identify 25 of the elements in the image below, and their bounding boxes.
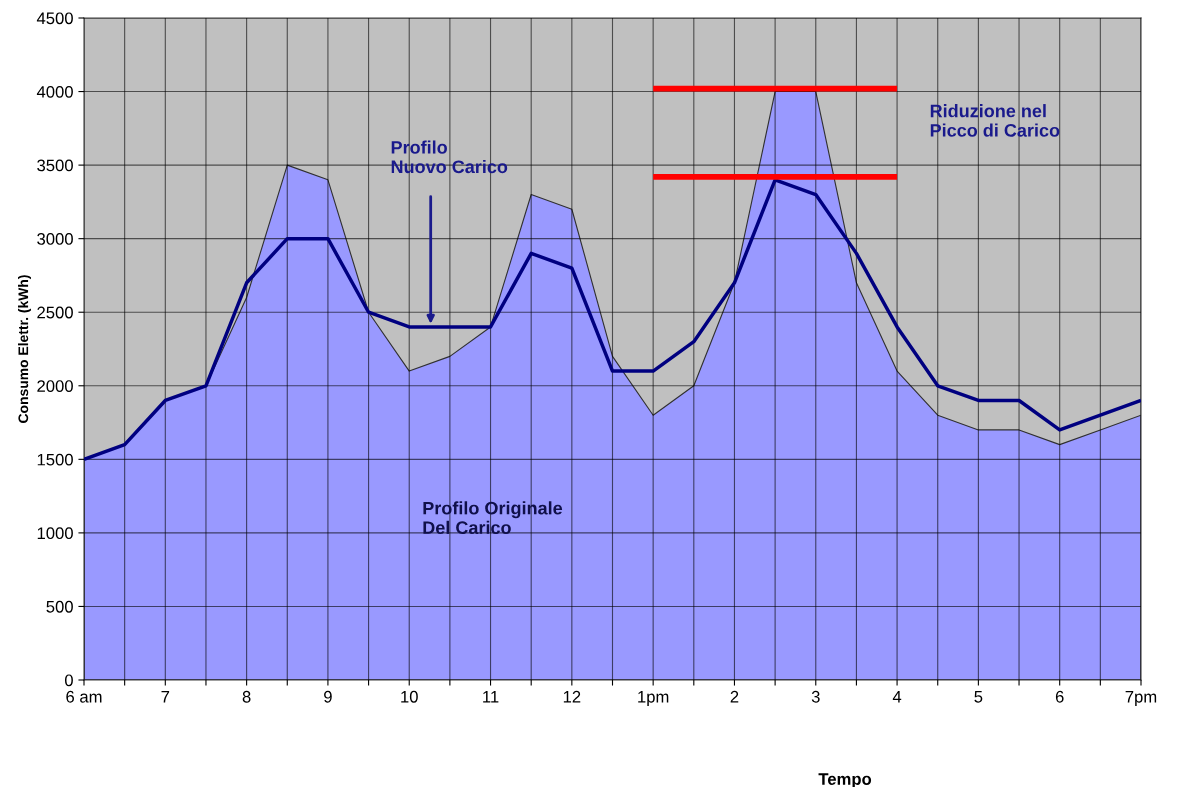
x-tick-label: 11: [483, 691, 499, 703]
x-tick-label: 8: [242, 690, 251, 703]
x-tick-label: 2: [730, 690, 739, 703]
y-axis-title: Consumo Elettr. (kWh): [18, 275, 31, 423]
x-tick-label: 12: [563, 690, 581, 703]
y-tick-label: 500: [46, 600, 73, 613]
x-tick-label: 7: [161, 691, 170, 703]
y-tick-label: 4500: [36, 12, 73, 25]
x-tick-label: 6: [1055, 690, 1064, 703]
y-tick-label: 3500: [37, 159, 73, 172]
x-tick-label: 4: [892, 691, 902, 703]
y-tick-label: 0: [64, 674, 73, 687]
x-tick-label: 3: [811, 690, 820, 703]
x-tick-label: 9: [324, 690, 332, 703]
x-tick-label: 7pm: [1125, 691, 1157, 706]
x-tick-label: 1pm: [638, 691, 669, 706]
x-tick-label: 10: [401, 690, 418, 703]
y-tick-label: 3000: [37, 233, 73, 245]
y-tick-label: 1000: [37, 527, 73, 540]
y-tick-label: 2000: [37, 380, 73, 392]
y-tick-label: 1500: [37, 453, 73, 466]
y-tick-label: 2500: [37, 306, 73, 319]
y-tick-label: 4000: [36, 85, 73, 98]
x-tick-label: 5: [974, 691, 983, 703]
x-tick-label: 6 am: [66, 690, 102, 703]
